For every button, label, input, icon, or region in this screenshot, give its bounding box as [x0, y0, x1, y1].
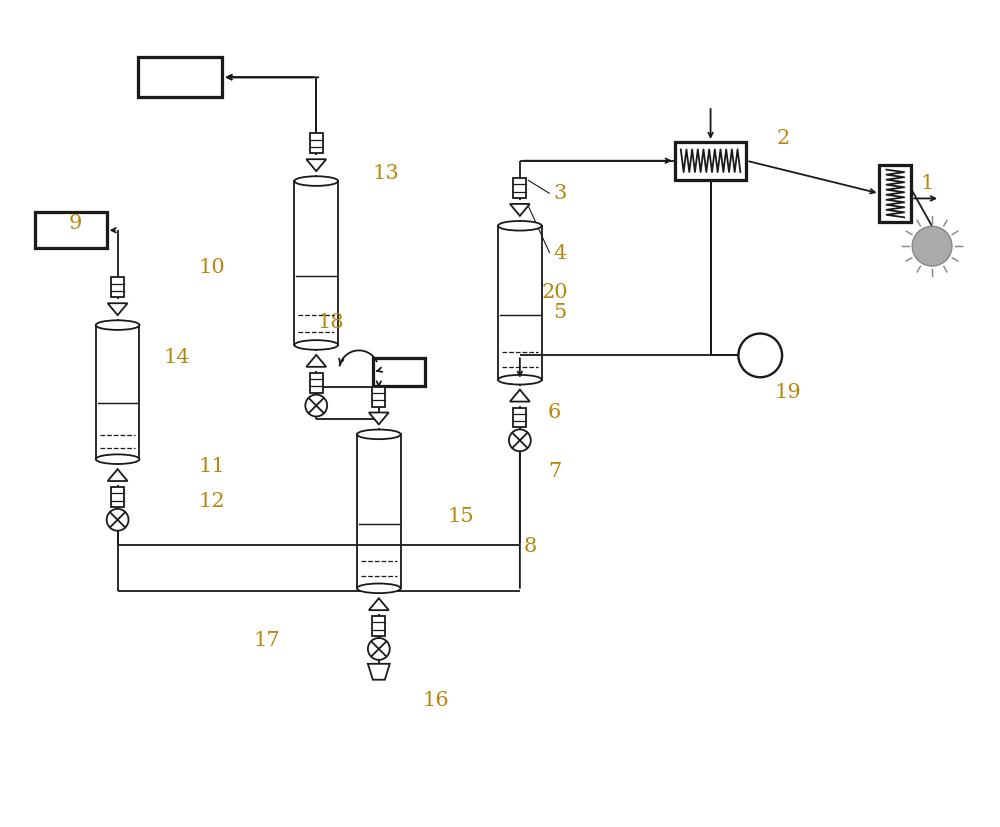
Bar — [138, 57, 222, 97]
Text: 8: 8 — [523, 537, 536, 556]
Text: 2: 2 — [776, 129, 790, 148]
Polygon shape — [510, 390, 530, 402]
Polygon shape — [369, 598, 389, 610]
Polygon shape — [306, 355, 326, 367]
Text: 17: 17 — [253, 631, 280, 650]
Text: 1: 1 — [920, 174, 934, 193]
Text: 3: 3 — [553, 184, 566, 203]
Text: 15: 15 — [447, 507, 474, 526]
Bar — [111, 487, 124, 507]
Polygon shape — [306, 160, 326, 171]
Text: 14: 14 — [164, 348, 190, 367]
Ellipse shape — [294, 176, 338, 186]
Polygon shape — [108, 304, 128, 315]
Ellipse shape — [294, 340, 338, 350]
Bar — [294, 181, 338, 345]
Text: 5: 5 — [553, 304, 566, 323]
Bar — [310, 373, 323, 393]
Bar — [357, 434, 401, 588]
Bar — [879, 165, 911, 222]
Circle shape — [509, 429, 531, 452]
Ellipse shape — [96, 454, 139, 464]
Bar — [111, 277, 124, 297]
Bar — [513, 408, 526, 428]
Text: 13: 13 — [372, 164, 399, 183]
Text: 4: 4 — [553, 244, 566, 263]
Text: 7: 7 — [548, 462, 561, 481]
Text: 6: 6 — [548, 403, 561, 422]
Bar — [96, 325, 139, 459]
Ellipse shape — [357, 584, 401, 593]
Circle shape — [912, 227, 952, 266]
Bar — [372, 616, 385, 636]
Bar — [372, 387, 385, 407]
Text: 20: 20 — [541, 284, 568, 303]
Polygon shape — [368, 664, 390, 680]
Text: 16: 16 — [422, 691, 449, 710]
Polygon shape — [510, 204, 530, 216]
Bar — [675, 142, 746, 179]
Text: 10: 10 — [199, 259, 225, 278]
Bar — [498, 226, 542, 380]
Ellipse shape — [357, 429, 401, 439]
Ellipse shape — [498, 221, 542, 231]
Bar — [373, 358, 425, 386]
Circle shape — [738, 333, 782, 377]
Circle shape — [305, 394, 327, 417]
Text: 11: 11 — [199, 457, 225, 476]
Circle shape — [368, 638, 390, 660]
Ellipse shape — [498, 375, 542, 385]
Bar — [35, 213, 107, 248]
Circle shape — [107, 509, 129, 531]
Bar — [310, 133, 323, 153]
Polygon shape — [369, 413, 389, 424]
Polygon shape — [108, 469, 128, 481]
Text: 12: 12 — [199, 492, 225, 511]
Text: 18: 18 — [318, 313, 344, 332]
Bar — [513, 178, 526, 198]
Text: 19: 19 — [775, 383, 801, 402]
Text: 9: 9 — [68, 214, 82, 232]
Ellipse shape — [96, 320, 139, 330]
